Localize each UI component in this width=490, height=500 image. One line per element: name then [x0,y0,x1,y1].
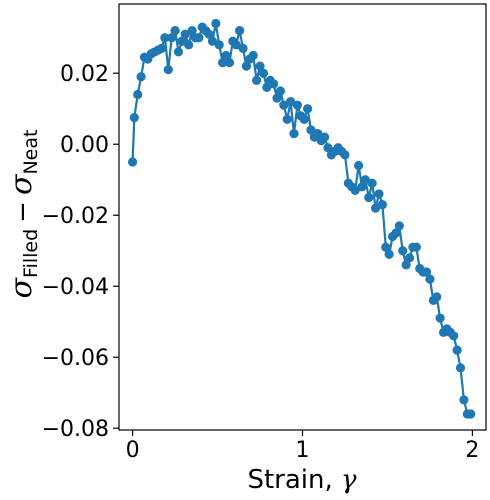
data-point [404,253,415,263]
data-point [255,61,265,71]
data-point [163,65,173,75]
data-point [252,75,262,85]
data-point [398,246,408,256]
data-point [377,199,387,210]
data-point [248,50,258,61]
data-point [319,132,330,142]
y-axis-label-sigma-2: σ [4,173,39,195]
data-point [177,36,187,46]
data-point [184,40,194,50]
plot-area [127,18,476,419]
data-point [133,89,143,100]
data-point [449,331,459,341]
y-tick-label: 0.00 [60,133,109,158]
data-point [323,143,333,153]
data-point [275,86,286,96]
x-axis-label-symbol: γ [341,465,357,495]
x-axis-label-text: Strain, [247,465,341,495]
data-point [455,363,466,373]
data-point [214,40,224,50]
y-axis-label: σFilled−σNeat [4,130,42,299]
data-point [279,100,289,110]
plot-frame [118,3,487,431]
data-point [286,97,296,107]
data-point [299,114,309,124]
data-point [231,40,241,50]
data-point [272,93,282,103]
data-point [194,33,204,43]
data-point [160,33,170,43]
data-point [421,267,432,277]
data-point [367,178,377,188]
data-point [401,260,411,270]
data-point [452,345,462,355]
data-point [459,395,469,405]
data-point [391,228,401,238]
data-point [394,221,404,231]
data-point [306,125,316,135]
data-point [411,242,421,252]
data-point [262,82,272,93]
y-tick-label: −0.04 [42,275,109,300]
y-tick-label: −0.06 [42,346,109,371]
data-point [292,100,303,110]
series-line [131,22,471,416]
y-axis-label-sub-1: Filled [20,229,42,278]
data-point [221,50,231,61]
data-point [156,43,167,53]
y-tick-label: 0.02 [60,62,109,87]
data-point [180,29,190,39]
data-point [129,113,139,123]
data-point [224,57,235,68]
data-point [289,128,299,139]
data-point [466,409,476,419]
data-point [381,242,391,252]
data-point [218,57,228,68]
data-point [384,249,394,259]
data-point [235,26,245,36]
data-point [374,189,384,199]
data-point [258,68,269,78]
data-point [353,160,364,171]
data-point [364,192,374,203]
data-point [204,29,214,39]
y-tick-label: −0.08 [42,417,109,442]
y-axis-label-minus: − [8,201,38,223]
data-point [340,150,350,160]
data-point [435,313,445,323]
data-point [167,33,177,43]
data-point [370,203,381,213]
y-axis-label-sub-2: Neat [20,130,42,175]
data-point [269,79,279,89]
ticks: 0 1 2 0.02 0.00 −0.02 −0.04 −0.06 −0.08 [42,62,480,463]
data-point [127,157,138,167]
data-point [350,185,360,195]
y-axis-label-sigma-1: σ [4,276,39,298]
data-point [360,175,370,185]
x-tick-label: 0 [126,438,140,463]
x-axis-label: Strain, γ [247,465,357,495]
x-tick-label: 1 [296,438,310,463]
data-point [207,36,218,46]
data-point [136,72,146,82]
data-point [425,274,435,284]
data-point [170,26,180,36]
data-point [313,128,323,139]
data-point [173,47,184,57]
data-point [357,182,367,192]
y-tick-label: −0.02 [42,204,109,229]
x-tick-label: 2 [465,438,479,463]
data-point [302,104,313,114]
data-point [211,18,221,29]
data-point [432,292,442,302]
data-point [187,26,197,36]
data-point [282,114,292,124]
data-point [238,43,248,53]
data-point [241,61,252,71]
